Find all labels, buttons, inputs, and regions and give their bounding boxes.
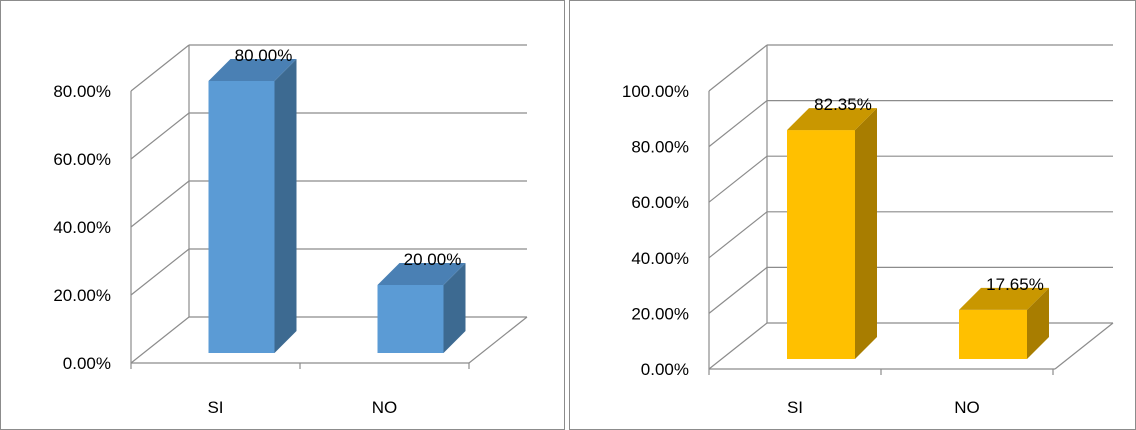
y-tick-label: 0.00% [63,354,111,373]
bar-side [1027,287,1049,359]
bar-top [787,108,877,131]
gridline-side [708,155,768,203]
chart-panel-left: 0.00% 20.00% 40.00% 60.00% 80.00% 80.00% SI 20.… [0,0,565,430]
data-label: 20.00% [404,250,462,269]
chart-panel-right: 0.00% 20.00% 40.00% 60.00% 80.00% 100.00% 82.3… [569,0,1136,430]
bar-chart-si-no-blue: 0.00% 20.00% 40.00% 60.00% 80.00% 80.00% SI 20.… [53,44,528,417]
bar-chart-si-no-yellow: 0.00% 20.00% 40.00% 60.00% 80.00% 100.00% 82.3… [622,44,1114,417]
gridline-side [708,322,768,370]
y-tick-label: 80.00% [631,138,689,157]
category-label: SI [787,398,803,417]
y-tick-label: 0.00% [641,360,689,379]
y-tick-label: 20.00% [53,286,111,305]
y-tick-label: 20.00% [631,304,689,323]
bar-top [377,263,466,285]
gridline-side [130,180,190,228]
y-tick-label: 100.00% [622,82,689,101]
floor-right-edge [1054,322,1114,370]
floor-right-edge [468,316,528,364]
category-label: NO [954,398,980,417]
y-tick-label: 60.00% [631,193,689,212]
y-tick-label: 40.00% [53,218,111,237]
gridline-side [130,316,190,364]
bar-top [959,287,1049,310]
y-tick-label: 60.00% [53,150,111,169]
y-tick-label: 40.00% [631,249,689,268]
y-tick-label: 80.00% [53,82,111,101]
gridline-side [708,44,768,92]
bar-side [274,59,297,353]
data-label: 80.00% [235,46,293,65]
bar-front [208,81,275,353]
bar-side [855,108,877,359]
category-label: SI [207,398,223,417]
bar-front [787,130,855,359]
bar-front [377,285,444,353]
data-label: 17.65% [986,275,1044,294]
bar-top [208,59,297,81]
gridline-side [708,100,768,148]
gridline-side [708,266,768,314]
category-label: NO [372,398,398,417]
gridline-side [130,44,190,92]
gridline-side [708,211,768,259]
bar-front [959,309,1027,359]
gridline-side [130,112,190,160]
data-label: 82.35% [814,95,872,114]
gridline-side [130,248,190,296]
bar-side [443,263,466,353]
